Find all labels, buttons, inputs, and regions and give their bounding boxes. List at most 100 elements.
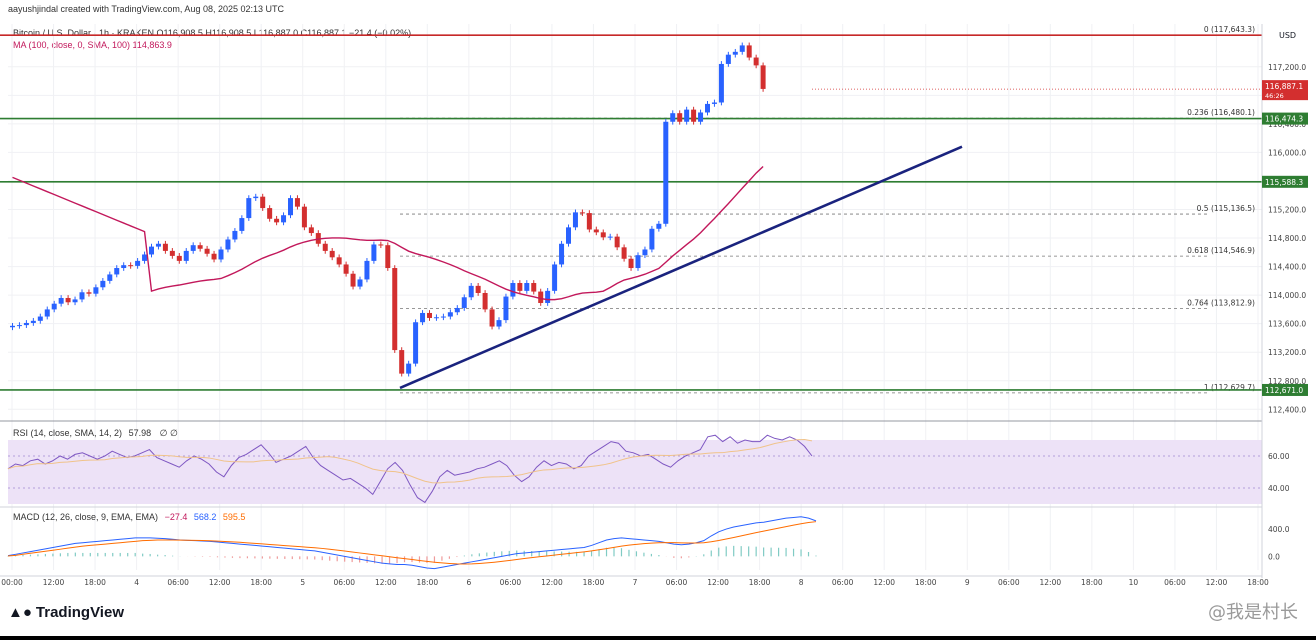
candle bbox=[232, 230, 238, 240]
macd-value-3: 595.5 bbox=[222, 512, 246, 522]
x-tick-label: 18:00 bbox=[84, 578, 106, 587]
candle bbox=[336, 257, 342, 265]
level-tag-label: 115,588.3 bbox=[1265, 178, 1303, 187]
tv-logo-icon: ▲● bbox=[8, 604, 32, 621]
candle bbox=[746, 45, 752, 58]
x-tick-label: 5 bbox=[300, 578, 305, 587]
rsi-tick-label: 60.00 bbox=[1268, 452, 1290, 461]
candle bbox=[58, 297, 64, 304]
x-tick-label: 12:00 bbox=[375, 578, 397, 587]
candle bbox=[329, 250, 335, 258]
candle bbox=[698, 112, 704, 122]
rsi-tick-label: 40.00 bbox=[1268, 484, 1290, 493]
candle bbox=[350, 273, 356, 287]
x-tick-label: 06:00 bbox=[333, 578, 355, 587]
candle bbox=[454, 307, 460, 313]
price-axis: USD 112,400.0 112,800.0 113,200.0 113,600.0 1… bbox=[1261, 24, 1316, 578]
symbol-line: Bitcoin / U.S. Dollar · 1h · KRAKEN O116… bbox=[13, 28, 412, 38]
candle bbox=[691, 109, 697, 122]
candle bbox=[308, 227, 314, 234]
candle bbox=[566, 227, 571, 244]
candle bbox=[635, 255, 641, 269]
candle bbox=[670, 113, 676, 122]
candle bbox=[86, 292, 92, 294]
candle bbox=[739, 45, 745, 52]
time-axis: 00:00 12:00 18:00 4 06:00 12:00 18:00 5 06:00 12:… bbox=[0, 575, 1269, 587]
candle bbox=[37, 316, 43, 321]
candle bbox=[663, 121, 669, 224]
last-price-tag bbox=[1262, 80, 1308, 101]
candle bbox=[420, 312, 426, 323]
y-tick-label: 112,800.0 bbox=[1268, 377, 1306, 386]
macd-tick-label: 400.0 bbox=[1268, 525, 1290, 534]
x-tick-label: 8 bbox=[799, 578, 804, 587]
x-tick-label: 12:00 bbox=[873, 578, 895, 587]
candle bbox=[677, 113, 683, 122]
x-tick-label: 00:00 bbox=[1, 578, 23, 587]
candle bbox=[190, 245, 196, 251]
candle bbox=[176, 255, 182, 261]
candle bbox=[225, 239, 231, 250]
ma-legend: MA (100, close, 0, SMA, 100) 114,863.9 bbox=[13, 40, 172, 50]
candle bbox=[204, 248, 210, 254]
candle bbox=[621, 247, 627, 259]
macd-tick-label: 0.0 bbox=[1268, 552, 1280, 561]
candle bbox=[593, 229, 599, 233]
candle bbox=[288, 198, 293, 216]
trend-line bbox=[399, 145, 963, 390]
fib-label: 0.618 (114,546.9) bbox=[1187, 246, 1255, 255]
candle bbox=[753, 57, 759, 66]
rsi-value: 57.98 bbox=[128, 428, 152, 438]
candle bbox=[364, 260, 370, 280]
rsi-extra: ∅ ∅ bbox=[159, 428, 178, 438]
x-tick-label: 4 bbox=[134, 578, 139, 587]
level-tag bbox=[1262, 112, 1308, 125]
tv-logo-text: TradingView bbox=[35, 604, 124, 621]
candle bbox=[274, 218, 280, 223]
x-tick-label: 06:00 bbox=[500, 578, 522, 587]
candle bbox=[260, 196, 266, 209]
candle bbox=[30, 320, 36, 323]
candle bbox=[51, 303, 57, 310]
candle bbox=[600, 232, 606, 238]
candle bbox=[656, 223, 662, 229]
x-tick-label: 12:00 bbox=[1040, 578, 1062, 587]
candle bbox=[10, 325, 15, 328]
candle bbox=[44, 309, 50, 317]
watermark: @我是村长 bbox=[1208, 602, 1298, 623]
candle bbox=[155, 243, 161, 247]
candle bbox=[253, 196, 259, 199]
candle bbox=[531, 283, 537, 292]
x-tick-label: 7 bbox=[633, 578, 638, 587]
x-tick-label: 10 bbox=[1129, 578, 1139, 587]
candle bbox=[72, 299, 78, 303]
candle bbox=[294, 198, 300, 207]
macd-value-2: 568.2 bbox=[193, 512, 217, 522]
candle bbox=[607, 236, 613, 238]
candle bbox=[197, 245, 203, 249]
level-tag bbox=[1262, 383, 1308, 396]
x-tick-label: 18:00 bbox=[1081, 578, 1103, 587]
candle bbox=[281, 215, 287, 223]
candle bbox=[16, 325, 22, 327]
candle bbox=[510, 283, 516, 297]
candle bbox=[93, 287, 99, 294]
fib-label: 0.5 (115,136.5) bbox=[1197, 204, 1255, 213]
x-tick-label: 12:00 bbox=[707, 578, 729, 587]
candle bbox=[79, 292, 85, 300]
candle bbox=[760, 65, 766, 89]
macd-signal-line bbox=[7, 521, 817, 565]
candle bbox=[468, 285, 474, 298]
x-tick-label: 18:00 bbox=[915, 578, 937, 587]
x-tick-label: 18:00 bbox=[749, 578, 771, 587]
price-chart[interactable]: 0 (117,643.3) 0.236 (116,480.1) 0.5 (115,1… bbox=[0, 0, 1316, 600]
candle bbox=[649, 228, 655, 250]
x-tick-label: 12:00 bbox=[209, 578, 231, 587]
candle bbox=[503, 296, 509, 321]
x-tick-label: 06:00 bbox=[832, 578, 854, 587]
candle bbox=[517, 283, 523, 291]
candle bbox=[718, 63, 724, 103]
x-tick-label: 9 bbox=[965, 578, 970, 587]
candle bbox=[406, 363, 412, 374]
x-tick-label: 06:00 bbox=[666, 578, 688, 587]
